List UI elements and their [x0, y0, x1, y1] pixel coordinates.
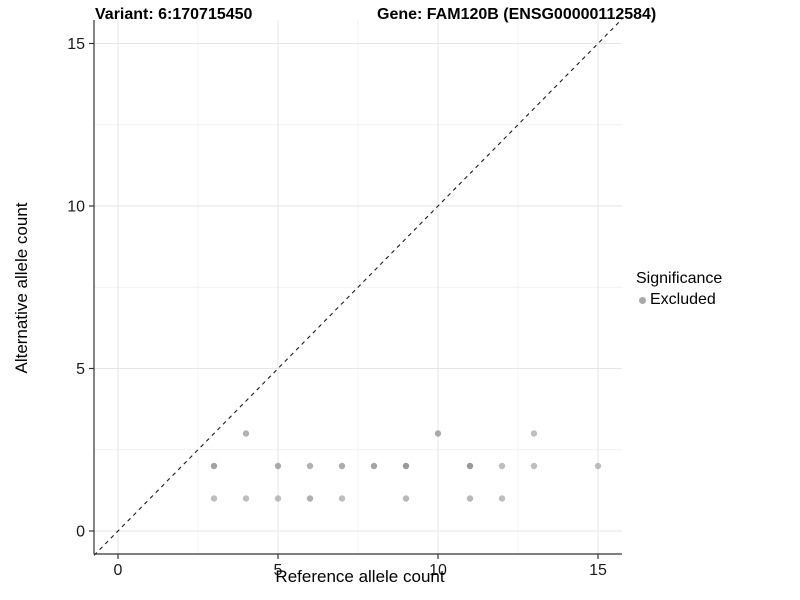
legend-title: Significance — [636, 270, 723, 287]
legend: Significance Excluded — [636, 270, 722, 309]
data-point — [338, 462, 346, 470]
data-point — [530, 462, 538, 470]
x-tick-label: 5 — [274, 562, 283, 579]
y-axis-title: Alternative allele count — [12, 202, 31, 374]
x-tick-label: 15 — [589, 562, 607, 579]
y-tick-label: 15 — [67, 36, 85, 53]
data-point — [434, 430, 442, 437]
gene-title: Gene: FAM120B (ENSG00000112584) — [377, 6, 657, 23]
y-tick-label: 5 — [76, 361, 85, 378]
legend-item-label: Excluded — [650, 291, 716, 308]
data-point — [274, 495, 282, 502]
data-point — [210, 495, 218, 502]
y-tick-labels: 0 5 10 15 — [67, 36, 85, 541]
data-point — [338, 495, 346, 502]
data-point — [242, 430, 250, 437]
x-tick-label: 10 — [429, 562, 447, 579]
x-axis-title: Reference allele count — [275, 567, 445, 586]
data-points — [210, 430, 602, 502]
x-tick-label: 0 — [114, 562, 123, 579]
data-point — [594, 462, 602, 470]
data-point — [402, 495, 410, 502]
data-point — [306, 495, 314, 502]
data-point — [370, 462, 378, 470]
variant-title: Variant: 6:170715450 — [95, 6, 253, 23]
y-tick-label: 0 — [76, 524, 85, 541]
data-point — [466, 495, 474, 502]
data-point — [306, 462, 314, 470]
data-point — [402, 462, 410, 470]
identity-line — [93, 18, 623, 556]
data-point — [274, 462, 282, 470]
y-tick-label: 10 — [67, 199, 85, 216]
data-point — [242, 495, 250, 502]
data-point — [210, 462, 218, 470]
data-point — [466, 462, 474, 470]
data-point — [498, 495, 506, 502]
legend-key-dot-icon — [639, 296, 646, 304]
x-tick-labels: 0 5 10 15 — [114, 562, 607, 579]
data-point — [530, 430, 538, 437]
data-point — [498, 462, 506, 470]
legend-item-excluded: Excluded — [636, 291, 722, 309]
